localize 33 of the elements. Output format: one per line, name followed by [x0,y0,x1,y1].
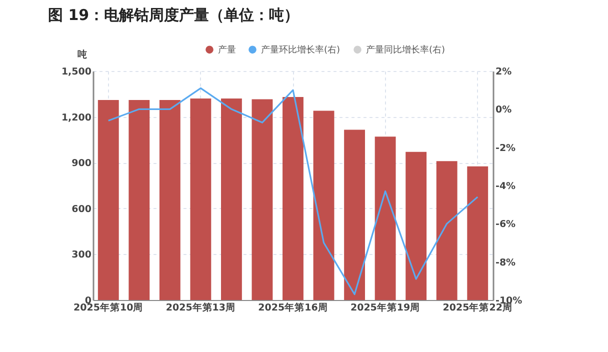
bar [436,161,458,300]
bar [159,100,180,300]
bar [374,136,396,300]
legend-label: 产量环比增长率(右) [261,44,340,56]
y-tick-label: 900 [72,158,92,170]
y-tick-label: 1,200 [61,112,92,124]
bar [128,100,150,300]
y-tick-label: 1,500 [61,66,92,78]
bar [190,98,212,300]
bar [406,152,427,300]
bar [467,166,488,300]
y2-tick-label: -2% [496,142,516,154]
legend-label: 产量 [218,44,236,56]
bar [313,110,334,300]
bar [98,100,119,300]
bar [344,130,365,300]
x-tick-label: 2025年第13周 [166,302,236,314]
bar [221,98,242,300]
bar [252,99,273,300]
y-tick-label: 300 [72,250,92,261]
y-axis-title: 吨 [78,48,88,60]
x-tick-label: 2025年第19周 [350,302,420,314]
y2-tick-label: 0% [496,104,512,116]
bar [282,96,304,300]
y-tick-label: 600 [72,204,92,215]
chart-title: 图 19：电解钴周度产量（单位：吨） [48,6,300,24]
legend-label: 产量同比增长率(右) [366,44,446,56]
y2-tick-label: -6% [496,219,516,230]
x-tick-label: 2025年第16周 [258,302,328,314]
y2-tick-label: -4% [496,181,516,192]
y2-tick-label: 2% [496,66,512,78]
line-series [108,87,478,296]
y2-tick-label: -8% [496,257,516,268]
